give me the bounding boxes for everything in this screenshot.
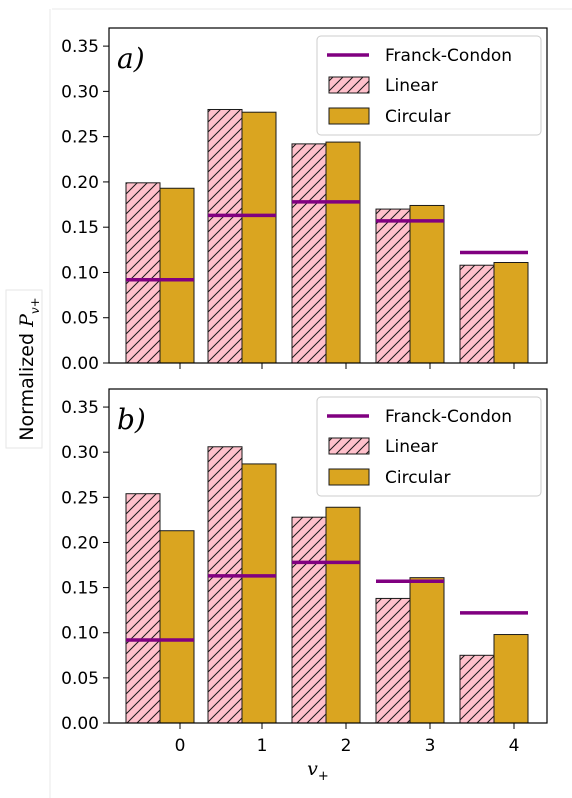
bar-linear-0 xyxy=(125,182,161,364)
legend-swatch-circular xyxy=(328,107,370,125)
legend-label-franck-condon: Franck-Condon xyxy=(385,46,512,66)
bar-circular-2 xyxy=(325,506,361,724)
panel-label: a) xyxy=(117,42,145,75)
bar-linear-4 xyxy=(459,264,495,364)
y-tick-label: 0.10 xyxy=(61,263,99,283)
x-tick-label: 0 xyxy=(175,736,186,756)
axes-frame xyxy=(108,388,548,724)
legend-label-circular: Circular xyxy=(385,107,450,127)
ylabel-box xyxy=(5,289,43,449)
y-tick-label: 0.20 xyxy=(61,533,99,553)
legend-label-linear: Linear xyxy=(385,76,438,96)
legend-swatch-linear xyxy=(328,76,370,94)
legend-label-franck-condon: Franck-Condon xyxy=(385,407,512,427)
bar-linear-4 xyxy=(459,654,495,724)
bar-linear-0 xyxy=(125,493,161,724)
bar-circular-1 xyxy=(241,463,277,724)
legend-swatch-circular xyxy=(328,468,370,486)
legend-box xyxy=(316,35,542,136)
y-tick-label: 0.15 xyxy=(61,218,99,238)
x-tick-label: 2 xyxy=(341,736,352,756)
bar-circular-3 xyxy=(409,204,445,364)
legend-label-linear: Linear xyxy=(385,437,438,457)
y-tick-label: 0.10 xyxy=(61,624,99,644)
y-tick-label: 0.00 xyxy=(61,714,99,734)
axes-frame xyxy=(108,27,548,364)
bar-circular-0 xyxy=(159,187,195,364)
y-tick-label: 0.25 xyxy=(61,488,99,508)
legend-swatch-linear xyxy=(328,437,370,455)
y-tick-label: 0.30 xyxy=(61,443,99,463)
panel-b: 0.00 0.05 0.10 0.15 0.20 0.25 0.30 0.35 0 1 2 3 4 b) F… xyxy=(61,388,548,756)
y-tick-label: 0.35 xyxy=(61,398,99,418)
x-tick-label: 3 xyxy=(425,736,436,756)
x-axis-label: v+ xyxy=(307,758,329,784)
y-tick-label: 0.25 xyxy=(61,128,99,148)
panel-a: 0.00 0.05 0.10 0.15 0.20 0.25 0.30 0.35 a) Franck… xyxy=(61,27,548,374)
y-tick-label: 0.05 xyxy=(61,309,99,329)
y-tick-label: 0.30 xyxy=(61,82,99,102)
bar-linear-1 xyxy=(207,108,243,364)
y-axis-label: Normalized Pv+ xyxy=(16,297,42,440)
bar-circular-4 xyxy=(493,262,529,364)
y-tick-label: 0.20 xyxy=(61,173,99,193)
legend-label-circular: Circular xyxy=(385,468,450,488)
bar-circular-4 xyxy=(493,634,529,724)
y-tick-label: 0.15 xyxy=(61,579,99,599)
bar-linear-3 xyxy=(375,208,411,364)
bar-circular-0 xyxy=(159,530,195,724)
y-tick-label: 0.05 xyxy=(61,669,99,689)
panel-label: b) xyxy=(117,403,146,436)
bar-linear-1 xyxy=(207,446,243,724)
x-tick-label: 4 xyxy=(509,736,520,756)
y-tick-label: 0.00 xyxy=(61,354,99,374)
bar-circular-3 xyxy=(409,577,445,724)
bar-linear-3 xyxy=(375,597,411,724)
y-tick-label: 0.35 xyxy=(61,37,99,57)
bar-circular-1 xyxy=(241,111,277,364)
x-tick-label: 1 xyxy=(257,736,268,756)
bar-linear-2 xyxy=(291,143,327,364)
legend-box xyxy=(316,396,542,497)
bar-circular-2 xyxy=(325,141,361,364)
bar-linear-2 xyxy=(291,516,327,724)
